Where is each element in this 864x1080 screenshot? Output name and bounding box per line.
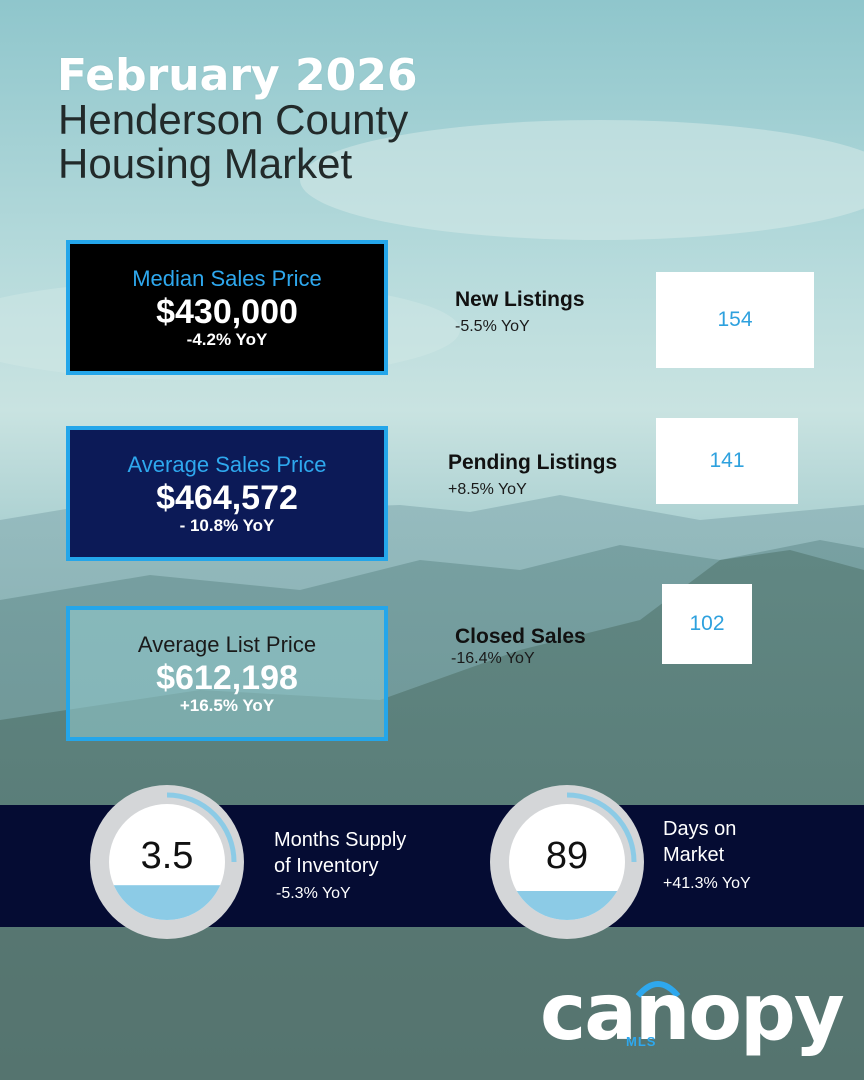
- days-on-market-gauge: 89: [490, 785, 644, 939]
- average-sales-price-card: Average Sales Price $464,572 - 10.8% YoY: [66, 426, 388, 561]
- months-supply-gauge: 3.5: [90, 785, 244, 939]
- new-listings-value: 154: [656, 272, 814, 368]
- kpi-value: $464,572: [156, 479, 298, 517]
- pending-listings-value: 141: [656, 418, 798, 504]
- kpi-change: +16.5% YoY: [179, 696, 275, 715]
- label-line: Market: [663, 844, 725, 866]
- kpi-label: Median Sales Price: [132, 266, 322, 291]
- label-line: Months Supply: [274, 829, 407, 851]
- average-list-price-card: Average List Price $612,198 +16.5% YoY: [66, 606, 388, 741]
- kpi-change: -4.2% YoY: [186, 330, 268, 349]
- title-line-county: Henderson County: [58, 96, 409, 143]
- gauge-value: 89: [545, 835, 589, 877]
- closed-sales-change: -16.4% YoY: [451, 650, 535, 667]
- new-listings-label: New Listings: [455, 288, 585, 311]
- logo-roof-icon: [635, 981, 681, 999]
- new-listings-change: -5.5% YoY: [455, 318, 530, 335]
- logo-word: canopy: [540, 968, 845, 1058]
- months-supply-change: -5.3% YoY: [276, 885, 351, 902]
- kpi-label: Average Sales Price: [127, 452, 327, 477]
- kpi-value: $430,000: [156, 293, 298, 331]
- pending-listings-label: Pending Listings: [448, 451, 618, 474]
- kpi-change: - 10.8% YoY: [179, 516, 275, 535]
- label-line: of Inventory: [274, 855, 379, 877]
- pending-listings-change: +8.5% YoY: [448, 481, 527, 498]
- logo-mls: MLS: [626, 1034, 657, 1049]
- gauge-value: 3.5: [140, 835, 194, 877]
- days-on-market-change: +41.3% YoY: [663, 875, 751, 892]
- kpi-label: Average List Price: [137, 632, 317, 657]
- closed-sales-label: Closed Sales: [455, 625, 586, 648]
- closed-sales-value: 102: [662, 584, 752, 664]
- months-supply-label: Months Supply of Inventory: [274, 827, 406, 879]
- canopy-mls-logo: canopy MLS: [540, 968, 845, 1058]
- page-title-date: February 2026: [57, 50, 418, 101]
- title-line-market: Housing Market: [58, 140, 353, 187]
- median-sales-price-card: Median Sales Price $430,000 -4.2% YoY: [66, 240, 388, 375]
- page-title: Henderson County Housing Market: [58, 98, 408, 186]
- kpi-value: $612,198: [156, 659, 298, 697]
- days-on-market-label: Days on Market: [663, 816, 736, 868]
- label-line: Days on: [663, 818, 737, 840]
